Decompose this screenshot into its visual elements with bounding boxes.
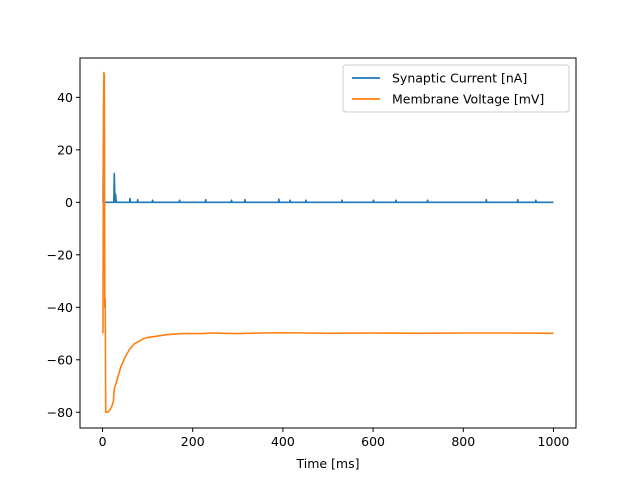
- series-line-membrane-voltage: [101, 71, 554, 414]
- x-tick-label: 0: [99, 434, 107, 449]
- x-tick-label: 200: [181, 434, 205, 449]
- series-line-synaptic-current: [102, 135, 554, 204]
- y-tick-label: 20: [57, 142, 73, 157]
- y-tick-label: 40: [57, 90, 73, 105]
- legend-label: Membrane Voltage [mV]: [392, 92, 544, 107]
- y-tick-label: −40: [47, 300, 73, 315]
- y-tick-label: −80: [47, 405, 73, 420]
- x-axis: 0 200 400 600 800 1000: [99, 428, 570, 449]
- y-axis: 40 20 0 −20 −40 −60 −80: [47, 90, 80, 420]
- legend: Synaptic Current [nA] Membrane Voltage [m…: [342, 64, 570, 113]
- y-tick-label: 0: [65, 195, 73, 210]
- legend-label: Synaptic Current [nA]: [392, 71, 527, 86]
- plot-area-frame: [79, 57, 577, 429]
- x-tick-label: 600: [361, 434, 385, 449]
- x-axis-label: Time [ms]: [295, 456, 359, 471]
- x-tick-label: 1000: [538, 434, 570, 449]
- y-tick-label: −20: [47, 247, 73, 262]
- y-tick-label: −60: [47, 352, 73, 367]
- x-tick-label: 800: [451, 434, 475, 449]
- plot-lines: [101, 71, 554, 414]
- x-tick-label: 400: [271, 434, 295, 449]
- legend-box: [342, 64, 570, 113]
